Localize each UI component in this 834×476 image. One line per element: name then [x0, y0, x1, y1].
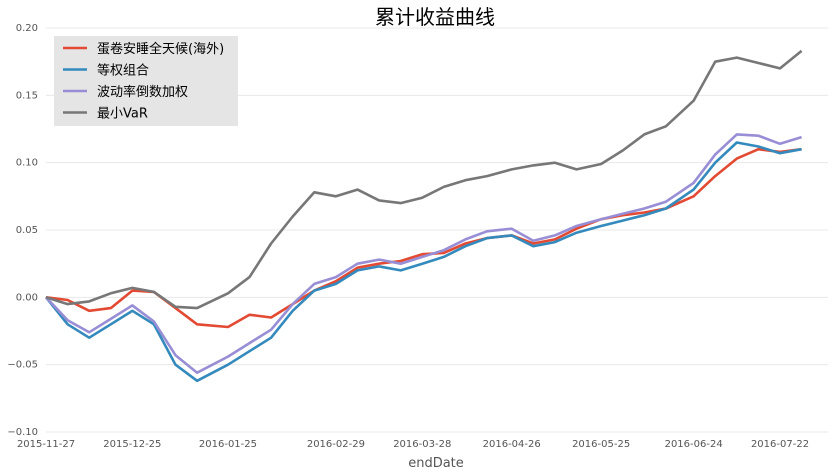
legend-label: 蛋卷安睡全天候(海外): [97, 41, 224, 57]
x-tick-label: 2016-06-24: [665, 439, 723, 450]
legend-label: 等权组合: [97, 63, 149, 79]
y-tick-label: −0.10: [7, 427, 38, 438]
x-tick-label: 2016-05-25: [572, 439, 630, 450]
y-tick-label: 0.15: [16, 90, 38, 101]
x-tick-label: 2015-11-27: [17, 439, 75, 450]
x-tick-label: 2016-02-29: [307, 439, 365, 450]
x-tick-label: 2016-04-26: [483, 439, 541, 450]
x-tick-label: 2016-01-25: [199, 439, 257, 450]
x-axis-title: endDate: [408, 456, 464, 471]
x-tick-label: 2015-12-25: [103, 439, 161, 450]
y-tick-label: 0.00: [16, 292, 38, 303]
x-tick-label: 2016-03-28: [393, 439, 451, 450]
x-tick-label: 2016-07-22: [751, 439, 809, 450]
series-line-3: [45, 133, 802, 375]
y-tick-label: 0.10: [16, 158, 38, 169]
series-line-4: [45, 49, 803, 310]
legend-label: 波动率倒数加权: [97, 84, 188, 100]
series-line-1: [45, 147, 802, 329]
legend-label: 最小VaR: [97, 107, 148, 122]
y-tick-label: 0.05: [16, 225, 38, 236]
y-tick-label: 0.20: [16, 23, 38, 34]
series-line-2: [44, 141, 802, 383]
axes: −0.10 −0.05 0.00 0.05 0.10 0.15 0.20 2015-11-27…: [7, 23, 809, 450]
chart-title: 累计收益曲线: [375, 5, 495, 29]
y-tick-label: −0.05: [7, 360, 38, 371]
series-lines: [44, 49, 803, 383]
legend-box: [54, 36, 238, 126]
